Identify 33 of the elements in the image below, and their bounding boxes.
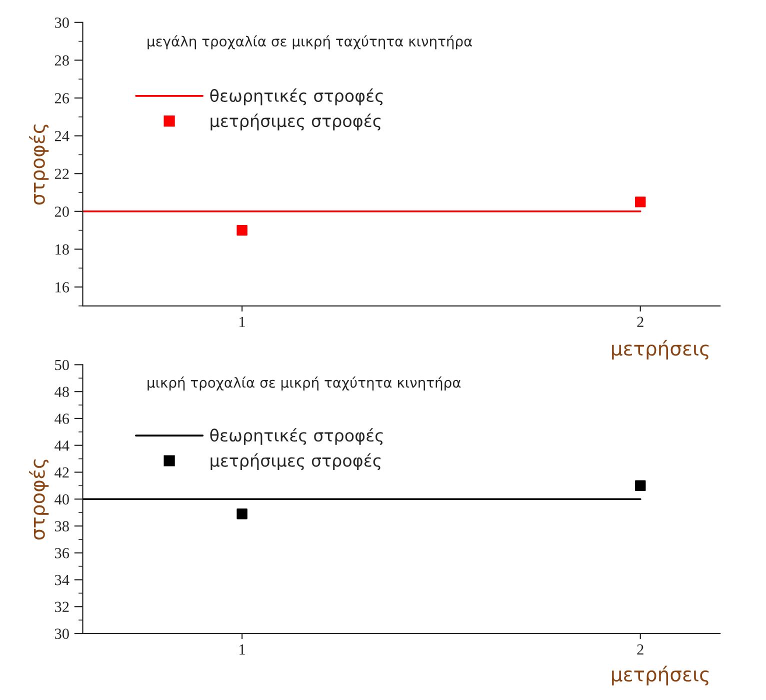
y-tick-label: 22 <box>54 168 69 179</box>
x-axis-title: μετρήσεις <box>612 340 709 360</box>
x-tick-label: 2 <box>637 644 644 655</box>
y-tick-label: 32 <box>54 602 69 612</box>
y-tick-label: 28 <box>54 55 69 66</box>
x-tick-label: 1 <box>240 644 245 655</box>
y-axis-title: στροφές <box>29 460 49 540</box>
y-axis-title: στροφές <box>29 124 49 205</box>
legend-label: θεωρητικές στροφές <box>210 88 383 106</box>
y-tick-label: 30 <box>54 18 69 28</box>
y-tick-label: 50 <box>55 360 69 370</box>
y-tick-label: 34 <box>54 574 70 586</box>
y-tick-label: 44 <box>54 440 70 451</box>
text: μικρή τροχαλία σε μικρή ταχύτητα κινητήρα <box>148 376 461 391</box>
y-tick-label: 36 <box>54 548 70 558</box>
legend-label: μετρήσιμες στροφές <box>210 114 380 130</box>
y-tick-label: 26 <box>54 93 70 104</box>
text: μεγάλη τροχαλία σε μικρή ταχύτητα κινητήρα <box>148 35 472 50</box>
y-tick-label: 40 <box>54 494 69 505</box>
y-tick-label: 16 <box>56 282 70 292</box>
y-tick-label: 42 <box>54 467 69 478</box>
y-tick-label: 24 <box>54 130 70 142</box>
y-tick-label: 38 <box>54 521 69 532</box>
y-tick-label: 30 <box>54 628 69 639</box>
legend-label: θεωρητικές στροφές <box>210 428 383 445</box>
y-tick-label: 46 <box>54 414 70 424</box>
legend-label: μετρήσιμες στροφές <box>210 453 380 470</box>
x-tick-label: 1 <box>240 316 245 327</box>
y-tick-label: 48 <box>54 386 69 398</box>
x-axis-title: μετρήσεις <box>612 666 709 686</box>
y-tick-label: 18 <box>56 244 69 255</box>
y-tick-label: 20 <box>54 206 69 217</box>
x-tick-label: 2 <box>637 316 644 327</box>
